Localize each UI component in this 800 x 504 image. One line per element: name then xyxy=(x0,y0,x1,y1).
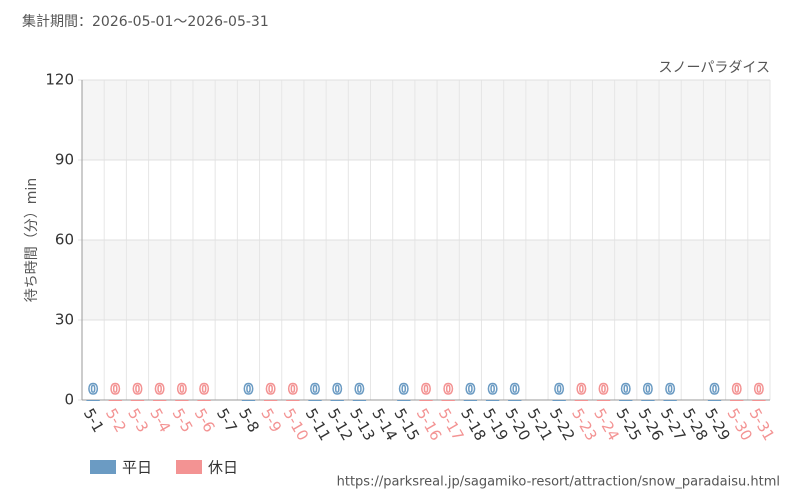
value-label: 0 xyxy=(732,382,742,398)
value-label: 0 xyxy=(88,382,98,398)
x-tick-label: 5-2 xyxy=(102,405,130,435)
bar xyxy=(619,400,633,401)
chart-title: スノーパラダイス xyxy=(659,60,770,76)
bar xyxy=(263,400,278,401)
y-tick-label: 0 xyxy=(64,391,74,409)
x-tick-label: 5-4 xyxy=(146,405,174,435)
bar xyxy=(508,400,522,401)
bar xyxy=(153,400,167,401)
bar xyxy=(175,400,189,401)
value-label: 0 xyxy=(643,382,653,398)
bar xyxy=(286,400,300,401)
bar xyxy=(485,400,500,401)
value-label: 0 xyxy=(576,382,586,398)
value-label: 0 xyxy=(421,382,431,398)
x-tick-label: 5-1 xyxy=(80,405,108,435)
bar xyxy=(197,400,211,401)
value-label: 0 xyxy=(443,382,453,398)
bar xyxy=(241,400,256,401)
value-label: 0 xyxy=(665,382,675,398)
value-label: 0 xyxy=(710,382,720,398)
value-label: 0 xyxy=(199,382,209,398)
value-label: 0 xyxy=(355,382,365,398)
bar xyxy=(574,400,589,401)
value-label: 0 xyxy=(488,382,498,398)
value-label: 0 xyxy=(310,382,320,398)
value-label: 0 xyxy=(554,382,564,398)
plot-band xyxy=(82,80,770,160)
value-label: 0 xyxy=(110,382,120,398)
x-tick-label: 5-9 xyxy=(257,405,285,435)
bar xyxy=(707,400,722,401)
value-label: 0 xyxy=(133,382,143,398)
bar xyxy=(463,400,478,401)
legend-swatch xyxy=(90,460,116,474)
bar xyxy=(419,400,433,401)
plot-band xyxy=(82,240,770,320)
value-label: 0 xyxy=(621,382,631,398)
legend-swatch xyxy=(176,460,202,474)
bar xyxy=(663,400,677,401)
value-label: 0 xyxy=(754,382,764,398)
bar xyxy=(108,400,122,401)
bar xyxy=(352,400,367,401)
value-label: 0 xyxy=(399,382,409,398)
value-label: 0 xyxy=(332,382,342,398)
value-label: 0 xyxy=(599,382,609,398)
bar xyxy=(308,400,322,401)
bar xyxy=(596,400,611,401)
x-tick-label: 5-7 xyxy=(213,405,241,435)
source-url: https://parksreal.jp/sagamiko-resort/att… xyxy=(337,475,780,490)
value-label: 0 xyxy=(266,382,276,398)
y-tick-label: 60 xyxy=(55,231,74,249)
value-label: 0 xyxy=(288,382,298,398)
bar xyxy=(730,400,744,401)
x-tick-label: 5-8 xyxy=(235,405,263,435)
bar xyxy=(552,400,566,401)
x-tick-label: 5-3 xyxy=(124,405,152,435)
legend-label: 平日 xyxy=(122,459,152,477)
legend-label: 休日 xyxy=(208,459,238,477)
bar xyxy=(441,400,455,401)
y-tick-label: 90 xyxy=(55,151,74,169)
bar xyxy=(397,400,411,401)
y-tick-label: 30 xyxy=(55,311,74,329)
bar xyxy=(330,400,344,401)
bar xyxy=(130,400,145,401)
value-label: 0 xyxy=(155,382,165,398)
bar xyxy=(86,400,100,401)
x-tick-label: 5-5 xyxy=(169,405,197,435)
chart-subtitle: 集計期間：2026-05-01～2026-05-31 xyxy=(22,13,269,30)
value-label: 0 xyxy=(177,382,187,398)
y-axis-label: 待ち時間（分）min xyxy=(24,178,40,302)
x-tick-label: 5-6 xyxy=(191,405,219,435)
bar xyxy=(752,400,766,401)
value-label: 0 xyxy=(244,382,254,398)
y-tick-label: 120 xyxy=(45,71,74,89)
value-label: 0 xyxy=(466,382,476,398)
value-label: 0 xyxy=(510,382,520,398)
bar xyxy=(641,400,655,401)
